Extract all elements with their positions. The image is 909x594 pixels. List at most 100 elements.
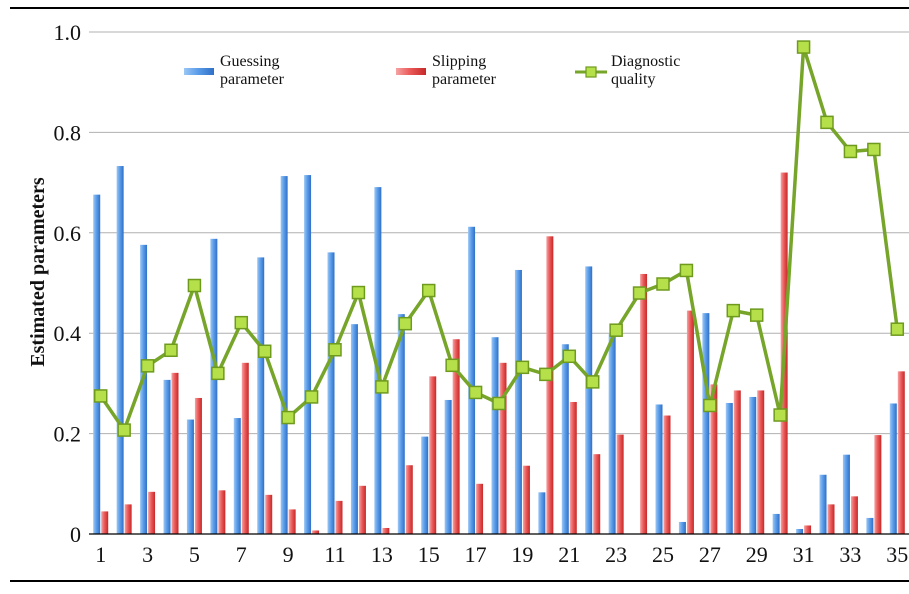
bar-guessing <box>281 176 288 534</box>
bar-guessing <box>468 227 475 534</box>
bar-guessing <box>866 518 873 534</box>
diagnostic-quality-marker <box>470 386 482 398</box>
bar-guessing <box>140 245 147 534</box>
legend-swatch <box>396 68 426 75</box>
x-tick-label: 25 <box>652 542 674 567</box>
diagnostic-quality-marker <box>259 345 271 357</box>
bar-slipping <box>804 525 811 534</box>
x-tick-label: 17 <box>465 542 487 567</box>
diagnostic-quality-marker <box>540 368 552 380</box>
bar-slipping <box>828 504 835 534</box>
x-tick-label: 7 <box>236 542 247 567</box>
x-tick-label: 23 <box>605 542 627 567</box>
bar-guessing <box>609 334 616 534</box>
y-tick-label: 0 <box>70 522 81 547</box>
bar-guessing <box>492 337 499 534</box>
bar-guessing <box>538 492 545 534</box>
bar-slipping <box>101 511 108 534</box>
diagnostic-quality-marker <box>352 287 364 299</box>
bar-guessing <box>820 475 827 534</box>
bar-slipping <box>757 390 764 534</box>
bar-guessing <box>234 418 241 534</box>
diagnostic-quality-marker <box>680 264 692 276</box>
diagnostic-quality-marker <box>587 376 599 388</box>
diagnostic-quality-marker <box>212 367 224 379</box>
diagnostic-quality-marker <box>165 344 177 356</box>
diagnostic-quality-marker <box>704 399 716 411</box>
legend: GuessingparameterSlippingparameterDiagno… <box>184 53 680 88</box>
x-tick-label: 27 <box>699 542 721 567</box>
legend-swatch-marker <box>586 67 596 77</box>
x-tick-label: 13 <box>371 542 393 567</box>
diagnostic-quality-marker <box>844 145 856 157</box>
x-tick-label: 29 <box>746 542 768 567</box>
bar-slipping <box>406 465 413 534</box>
bar-slipping <box>476 484 483 534</box>
bar-slipping <box>664 416 671 534</box>
x-tick-label: 9 <box>283 542 294 567</box>
bar-guessing <box>656 404 663 534</box>
bar-guessing <box>773 514 780 534</box>
diagnostic-quality-marker <box>306 391 318 403</box>
diagnostic-quality-marker <box>95 390 107 402</box>
bar-guessing <box>164 380 171 534</box>
y-tick-label: 0.6 <box>54 221 82 246</box>
bar-guessing <box>843 455 850 534</box>
y-tick-label: 0.4 <box>54 321 82 346</box>
diagnostic-quality-marker <box>282 412 294 424</box>
bar-guessing <box>702 313 709 534</box>
diagnostic-quality-marker <box>657 278 669 290</box>
diagnostic-quality-marker <box>516 361 528 373</box>
bar-slipping <box>265 495 272 534</box>
bar-slipping <box>172 373 179 534</box>
legend-swatch <box>184 68 214 75</box>
diagnostic-quality-marker <box>142 360 154 372</box>
bar-guessing <box>515 270 522 534</box>
diagnostic-quality-marker <box>751 309 763 321</box>
bar-slipping <box>500 363 507 534</box>
bar-guessing <box>117 166 124 534</box>
bar-slipping <box>148 492 155 534</box>
bar-slipping <box>242 363 249 534</box>
bar-slipping <box>640 274 647 534</box>
bar-slipping <box>593 454 600 534</box>
bar-slipping <box>734 390 741 534</box>
bar-slipping <box>898 371 905 534</box>
diagnostic-quality-marker <box>188 280 200 292</box>
bar-guessing <box>726 403 733 534</box>
bar-guessing <box>421 437 428 534</box>
x-tick-label: 31 <box>793 542 815 567</box>
bar-guessing <box>93 195 100 534</box>
bar-slipping <box>218 490 225 534</box>
bar-guessing <box>210 239 217 534</box>
diagnostic-quality-marker <box>634 287 646 299</box>
bar-guessing <box>398 314 405 534</box>
x-tick-label: 35 <box>886 542 908 567</box>
bar-guessing <box>187 420 194 534</box>
diagnostic-quality-marker <box>798 41 810 53</box>
bar-guessing <box>796 529 803 534</box>
diagnostic-quality-marker <box>610 324 622 336</box>
bar-slipping <box>874 435 881 534</box>
y-tick-label: 1.0 <box>54 20 82 45</box>
bar-guessing <box>890 403 897 534</box>
bar-guessing <box>749 397 756 534</box>
diagnostic-quality-marker <box>376 381 388 393</box>
bar-slipping <box>429 376 436 534</box>
bar-slipping <box>851 496 858 534</box>
x-tick-label: 15 <box>418 542 440 567</box>
y-axis-label: Estimated parameters <box>27 177 49 367</box>
legend-label: Slipping <box>432 53 486 70</box>
x-tick-label: 33 <box>839 542 861 567</box>
diagnostic-quality-marker <box>329 344 341 356</box>
bar-guessing <box>304 175 311 534</box>
bar-slipping <box>687 311 694 534</box>
legend-label: Diagnostic <box>611 53 680 70</box>
bar-slipping <box>195 398 202 534</box>
bar-slipping <box>617 435 624 534</box>
x-tick-label: 3 <box>142 542 153 567</box>
bar-guessing <box>585 266 592 534</box>
bar-slipping <box>523 466 530 534</box>
x-tick-label: 5 <box>189 542 200 567</box>
